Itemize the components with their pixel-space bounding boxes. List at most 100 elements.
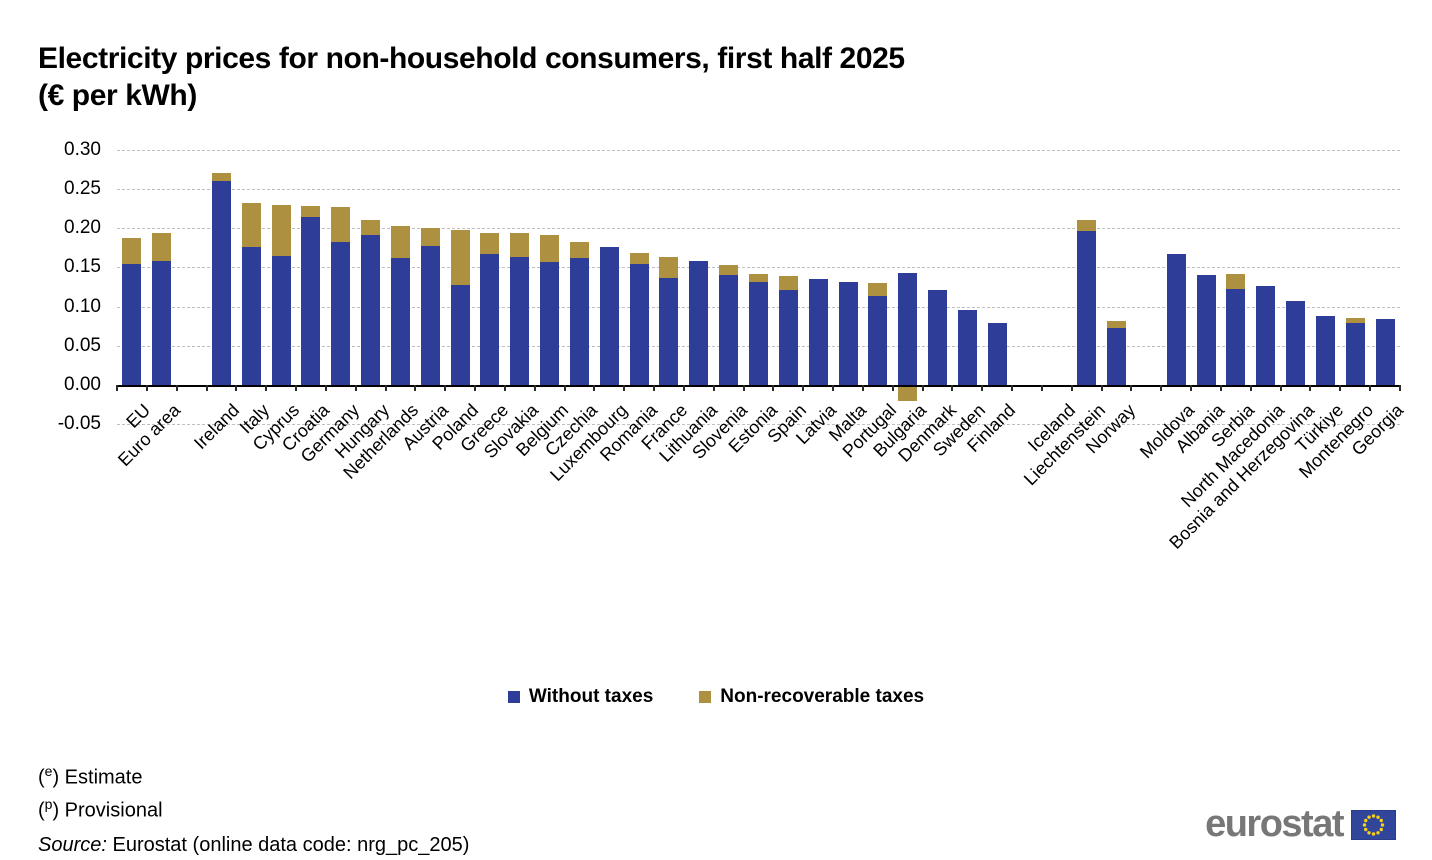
x-axis-tick xyxy=(324,384,327,391)
bar-without-taxes xyxy=(957,310,977,385)
bar-without-taxes xyxy=(689,261,709,385)
bar-non-recoverable-taxes xyxy=(271,204,291,257)
bar-non-recoverable-taxes xyxy=(868,283,888,297)
x-axis-tick xyxy=(474,384,477,391)
plot-area xyxy=(116,150,1401,425)
bar-without-taxes xyxy=(122,264,142,385)
bar-non-recoverable-taxes xyxy=(898,386,918,401)
x-axis-tick xyxy=(653,384,656,391)
bar-non-recoverable-taxes xyxy=(1226,274,1246,289)
bar-without-taxes xyxy=(390,258,410,385)
y-axis-tick-label: 0.20 xyxy=(64,217,101,239)
x-axis-tick xyxy=(1399,384,1401,391)
x-axis-tick xyxy=(444,384,447,391)
bar-without-taxes xyxy=(778,290,798,385)
x-axis-tick xyxy=(682,384,685,391)
x-axis-tick xyxy=(533,384,536,391)
x-axis-tick xyxy=(145,384,148,391)
bar-non-recoverable-taxes xyxy=(1107,321,1127,328)
x-axis-tick xyxy=(1160,384,1163,391)
bar-non-recoverable-taxes xyxy=(569,242,589,259)
x-axis-tick xyxy=(593,384,596,391)
x-axis-tick xyxy=(712,384,715,391)
x-axis-tick xyxy=(921,384,924,391)
bar-non-recoverable-taxes xyxy=(390,225,410,259)
source-text: Eurostat (online data code: nrg_pc_205) xyxy=(106,834,470,857)
x-axis-tick xyxy=(384,384,387,391)
x-axis-tick xyxy=(205,384,208,391)
x-axis-tick xyxy=(1309,384,1312,391)
bar-non-recoverable-taxes xyxy=(241,203,261,248)
x-axis-tick xyxy=(1249,384,1252,391)
footnote-estimate: (e) Estimate xyxy=(38,763,143,789)
bar-non-recoverable-taxes xyxy=(749,274,768,283)
bar-without-taxes xyxy=(1166,254,1186,385)
chart-title: Electricity prices for non-household con… xyxy=(38,40,905,114)
x-axis-tick xyxy=(981,384,984,391)
bar-non-recoverable-taxes xyxy=(361,219,381,236)
x-axis-tick xyxy=(623,384,626,391)
bar-non-recoverable-taxes xyxy=(450,229,470,285)
x-axis-tick xyxy=(1070,384,1073,391)
bar-non-recoverable-taxes xyxy=(778,276,798,291)
bar-without-taxes xyxy=(1315,315,1335,385)
x-axis-tick xyxy=(354,384,357,391)
bar-non-recoverable-taxes xyxy=(122,238,142,265)
y-axis-tick-label: 0.10 xyxy=(64,295,101,317)
x-axis-tick xyxy=(891,384,894,391)
bar-without-taxes xyxy=(1196,275,1216,385)
bar-without-taxes xyxy=(361,235,381,385)
bar-non-recoverable-taxes xyxy=(301,205,321,217)
x-axis-label: Ireland xyxy=(190,400,244,454)
bar-without-taxes xyxy=(629,264,649,385)
bar-without-taxes xyxy=(510,257,530,385)
bar-without-taxes xyxy=(808,279,828,385)
bar-without-taxes xyxy=(480,254,500,385)
source-line: Source: Eurostat (online data code: nrg_… xyxy=(38,832,469,858)
bar-non-recoverable-taxes xyxy=(719,265,739,276)
bar-without-taxes xyxy=(211,180,231,385)
x-axis-tick xyxy=(832,384,835,391)
bar-without-taxes xyxy=(271,256,291,385)
x-axis-tick xyxy=(1011,384,1014,391)
eurostat-logo: eurostat xyxy=(1205,803,1396,846)
y-axis-tick-label: 0.05 xyxy=(64,334,101,356)
x-axis-tick xyxy=(1100,384,1103,391)
chart-title-line2: (€ per kWh) xyxy=(38,79,197,112)
x-axis-tick xyxy=(414,384,417,391)
bar-non-recoverable-taxes xyxy=(659,257,679,279)
bar-without-taxes xyxy=(719,275,739,385)
y-axis-tick-label: -0.05 xyxy=(57,413,101,434)
bar-without-taxes xyxy=(331,242,351,385)
x-axis-tick xyxy=(772,384,775,391)
gridline xyxy=(117,267,1400,269)
legend-swatch-without-taxes xyxy=(507,691,520,703)
x-axis-tick xyxy=(1369,384,1372,391)
bar-non-recoverable-taxes xyxy=(480,232,500,255)
x-axis-tick xyxy=(175,384,178,391)
legend-label-without-taxes: Without taxes xyxy=(528,686,654,707)
legend: Without taxes Non-recoverable taxes xyxy=(0,686,1432,708)
x-axis-tick xyxy=(503,384,506,391)
x-axis-line xyxy=(117,384,1400,387)
gridline xyxy=(117,150,1400,151)
bar-non-recoverable-taxes xyxy=(629,252,649,265)
bar-non-recoverable-taxes xyxy=(1345,318,1365,323)
y-axis-tick-label: 0.15 xyxy=(64,256,101,278)
gridline xyxy=(117,228,1400,230)
x-axis-tick xyxy=(1339,384,1342,391)
bar-without-taxes xyxy=(1226,288,1246,385)
bar-non-recoverable-taxes xyxy=(152,232,172,262)
chart-title-line1: Electricity prices for non-household con… xyxy=(38,42,905,75)
x-axis-tick xyxy=(1190,384,1193,391)
bar-without-taxes xyxy=(152,261,172,385)
eu-flag-icon xyxy=(1351,809,1396,840)
x-axis-tick xyxy=(1279,384,1282,391)
bar-non-recoverable-taxes xyxy=(420,228,440,247)
x-axis-tick xyxy=(742,384,745,391)
footnote-provisional: (p) Provisional xyxy=(38,795,163,822)
bar-without-taxes xyxy=(987,323,1007,385)
bar-without-taxes xyxy=(1286,301,1306,385)
legend-item-without-taxes: Without taxes xyxy=(507,686,654,708)
